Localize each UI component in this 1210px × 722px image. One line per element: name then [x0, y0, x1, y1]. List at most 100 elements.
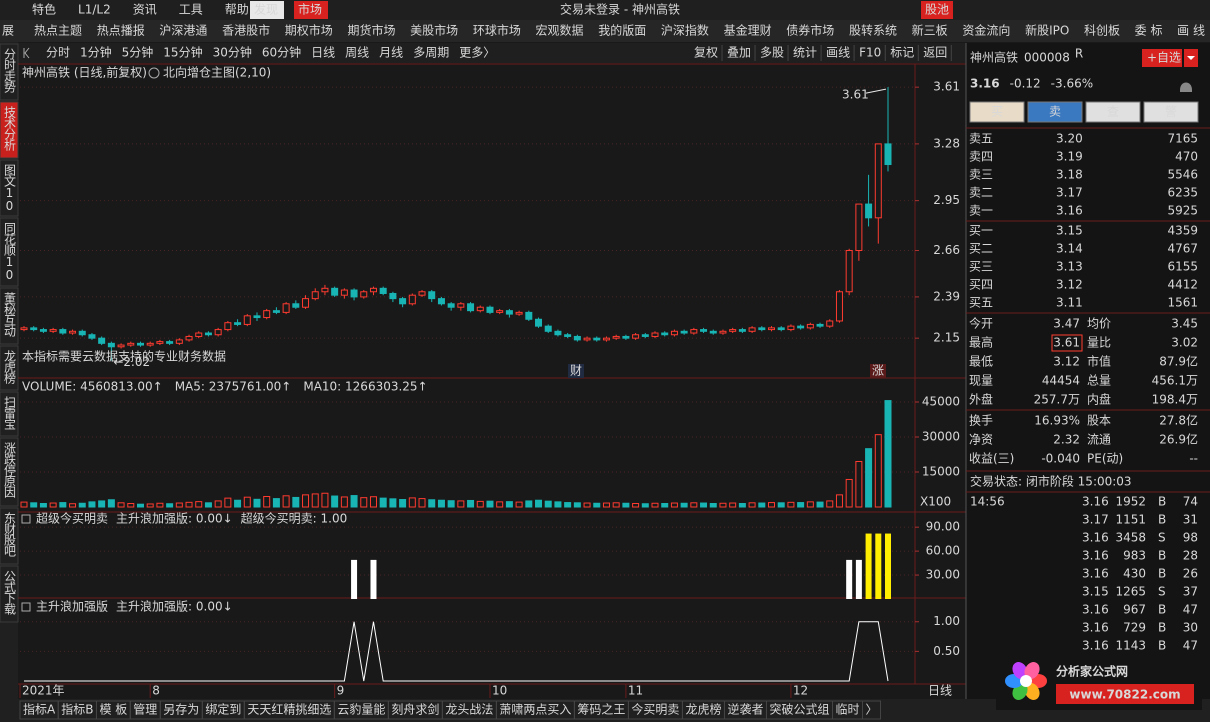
nav-item[interactable]: 宏观数据: [536, 23, 584, 38]
bottom-tab[interactable]: 指标B: [61, 702, 93, 717]
nav-item[interactable]: 画 线: [1177, 24, 1205, 38]
nav-item[interactable]: 美股市场: [410, 23, 458, 38]
bottom-tab[interactable]: 绑定到: [205, 702, 241, 717]
nav-item[interactable]: 资金流向: [962, 23, 1010, 38]
side-tab-bg[interactable]: [0, 437, 19, 507]
nav-item[interactable]: 债券市场: [786, 23, 834, 38]
tool-button[interactable]: 返回: [923, 46, 947, 60]
action-button[interactable]: 查: [1107, 105, 1119, 119]
bottom-tab[interactable]: 龙虎榜: [685, 702, 721, 717]
tool-button[interactable]: F10: [859, 46, 881, 60]
nav-item[interactable]: 期权市场: [285, 23, 333, 38]
menu-highlight[interactable]: 发现: [254, 2, 278, 17]
bottom-tab[interactable]: 筹码之王: [577, 703, 625, 717]
side-tab[interactable]: 东财股吧: [3, 512, 17, 557]
tool-button[interactable]: 画线: [826, 46, 850, 60]
tool-button[interactable]: 复权: [694, 46, 718, 60]
bottom-tab[interactable]: 模 板: [99, 703, 127, 717]
side-tab-bg[interactable]: [0, 391, 19, 437]
nav-item[interactable]: 期货市场: [347, 23, 395, 38]
period-tab[interactable]: 多周期: [413, 46, 449, 60]
bottom-tab[interactable]: 萧啸两点买入: [499, 703, 571, 717]
side-tab[interactable]: 涨跌停原因: [3, 441, 17, 498]
bottom-tab[interactable]: 〉: [866, 703, 878, 717]
side-tab[interactable]: 同花顺10: [3, 222, 17, 281]
nav-item[interactable]: 香港股市: [222, 23, 270, 38]
side-tab[interactable]: 公式下载: [3, 570, 17, 616]
nav-item[interactable]: 环球市场: [473, 23, 521, 38]
nav-item[interactable]: 沪深指数: [661, 23, 709, 38]
tool-button[interactable]: 多股: [760, 46, 784, 60]
period-tab[interactable]: 月线: [379, 46, 403, 60]
tool-button[interactable]: 统计: [793, 46, 817, 60]
bottom-tab[interactable]: 另存为: [163, 703, 199, 717]
side-tab-bg[interactable]: [0, 507, 19, 565]
menu-item[interactable]: 帮助: [225, 3, 249, 17]
menu-item[interactable]: 工具: [179, 3, 203, 17]
menu-highlight-box[interactable]: [250, 1, 284, 19]
period-tab[interactable]: 周线: [345, 46, 369, 60]
side-tab-bg[interactable]: [0, 287, 19, 345]
bottom-tab[interactable]: 管理: [133, 702, 157, 717]
side-tab-bg[interactable]: [0, 345, 19, 391]
add-watch[interactable]: +自选: [1147, 51, 1181, 65]
nav-item[interactable]: 新三板: [912, 23, 948, 38]
side-tab[interactable]: 分时走势: [3, 48, 17, 93]
period-tab[interactable]: 日线: [311, 46, 335, 60]
side-tab-bg[interactable]: [0, 43, 19, 101]
side-tab-bg[interactable]: [0, 159, 19, 217]
side-tab-bg[interactable]: [0, 565, 19, 623]
pool-button[interactable]: 股池: [925, 3, 949, 17]
event-marker[interactable]: 涨: [872, 363, 884, 378]
bottom-tab[interactable]: 逆袭者: [727, 702, 763, 717]
bottom-tab[interactable]: 今买明卖: [631, 702, 679, 717]
event-marker[interactable]: 财: [570, 364, 582, 378]
nav-item[interactable]: 科创板: [1084, 24, 1120, 38]
side-tab[interactable]: 扫雷宝: [3, 396, 17, 430]
nav-item[interactable]: 热点播报: [97, 23, 145, 38]
bottom-tab-box[interactable]: [862, 700, 882, 720]
period-tab[interactable]: 1分钟: [80, 45, 112, 60]
nav-item[interactable]: 基金理财: [724, 23, 772, 38]
period-tab[interactable]: 30分钟: [213, 45, 252, 60]
side-tab[interactable]: 龙虎榜: [3, 350, 17, 385]
nav-item[interactable]: 沪深港通: [159, 24, 207, 38]
nav-item[interactable]: 我的版面: [598, 23, 646, 38]
period-tab[interactable]: 15分钟: [163, 45, 202, 60]
menu-highlight[interactable]: 市场: [298, 2, 322, 17]
side-tab[interactable]: 图文10: [3, 164, 17, 212]
side-tab-bg[interactable]: [0, 217, 19, 287]
bottom-tab[interactable]: 刻舟求剑: [391, 702, 439, 717]
action-button-box[interactable]: [969, 101, 1025, 123]
main-indicator[interactable]: 北向增仓主图(2,10): [163, 65, 271, 80]
action-button[interactable]: 卖: [1049, 105, 1061, 119]
tool-button[interactable]: 标记: [890, 46, 914, 60]
action-button[interactable]: 买: [991, 105, 1003, 119]
nav-item[interactable]: 委 标: [1135, 24, 1163, 38]
period-tab[interactable]: 60分钟: [262, 45, 301, 60]
add-watch-box[interactable]: [1142, 49, 1182, 67]
bottom-tab[interactable]: 突破公式组: [769, 702, 829, 717]
bottom-tab[interactable]: 龙头战法: [445, 703, 493, 717]
menu-item[interactable]: L1/L2: [78, 3, 111, 17]
action-button-box[interactable]: [1027, 101, 1083, 123]
period-tab[interactable]: 5分钟: [122, 45, 154, 60]
bottom-tab[interactable]: 天天红精挑细选: [247, 702, 331, 717]
nav-item[interactable]: 新股IPO: [1025, 23, 1069, 38]
action-button-box[interactable]: [1143, 101, 1199, 123]
side-tab[interactable]: 董秘互动: [3, 292, 17, 337]
action-button-box[interactable]: [1085, 101, 1141, 123]
period-tab[interactable]: 更多〉: [459, 46, 495, 60]
bottom-tab[interactable]: 云豹量能: [337, 702, 385, 717]
side-tab-bg[interactable]: [0, 101, 19, 159]
menu-item[interactable]: 资讯: [133, 3, 157, 17]
action-button[interactable]: 警: [1165, 104, 1177, 119]
period-tab[interactable]: 分时: [46, 46, 70, 60]
nav-item[interactable]: 股转系统: [849, 23, 897, 38]
tool-button[interactable]: 叠加: [727, 46, 751, 60]
menu-highlight-box[interactable]: [294, 1, 328, 19]
menu-item[interactable]: 特色: [32, 2, 56, 17]
bottom-tab[interactable]: 指标A: [23, 702, 56, 717]
nav-item[interactable]: 热点主题: [34, 24, 82, 38]
side-tab[interactable]: 技术分析: [3, 106, 17, 152]
